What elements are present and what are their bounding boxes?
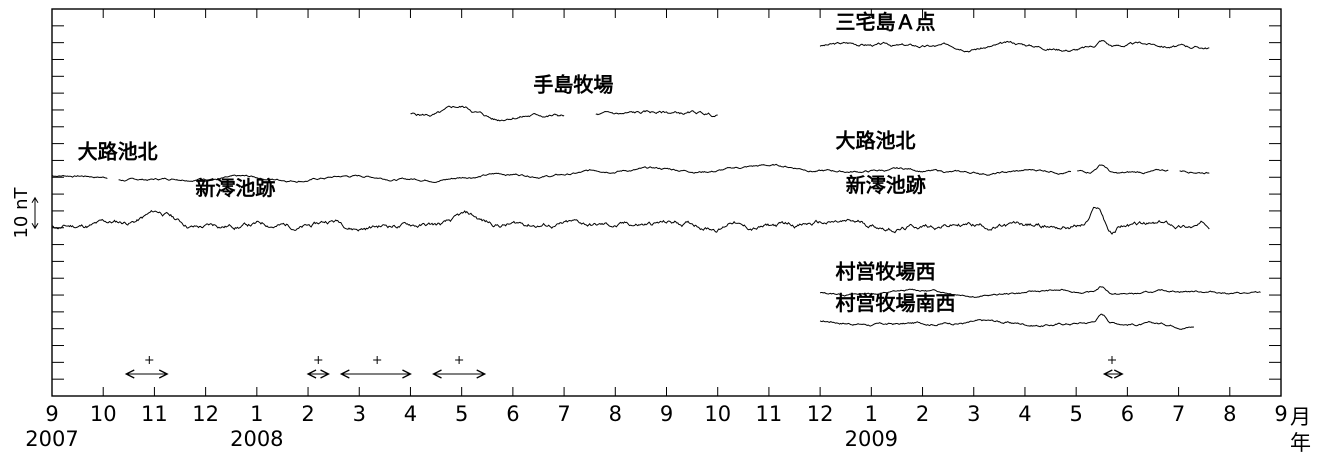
month-tick-label: 2 bbox=[916, 402, 929, 426]
series-line bbox=[819, 39, 1210, 53]
month-tick-label: 11 bbox=[756, 402, 783, 426]
month-tick-label: 1 bbox=[865, 402, 878, 426]
arrow-head-left bbox=[339, 369, 350, 379]
year-label: 2008 bbox=[230, 427, 283, 451]
arrow-head-right bbox=[320, 369, 330, 379]
series-line bbox=[819, 313, 1195, 330]
month-tick-label: 6 bbox=[1121, 402, 1134, 426]
year-label: 2007 bbox=[25, 427, 78, 451]
month-tick-label: 1 bbox=[250, 402, 263, 426]
site-label: 新澪池跡 bbox=[195, 176, 275, 200]
month-tick-label: 10 bbox=[704, 402, 731, 426]
month-tick-label: 2 bbox=[301, 402, 314, 426]
site-label: 村営牧場西 bbox=[835, 260, 935, 284]
month-tick-label: 3 bbox=[967, 402, 980, 426]
arrow-head-left bbox=[124, 369, 135, 379]
month-tick-label: 6 bbox=[506, 402, 519, 426]
month-tick-label: 4 bbox=[1018, 402, 1031, 426]
site-label: 新澪池跡 bbox=[846, 173, 926, 197]
series-lines bbox=[51, 39, 1261, 330]
arrow-head-right bbox=[1113, 369, 1124, 379]
scale-arrow-top bbox=[31, 196, 39, 204]
series-line bbox=[410, 105, 718, 122]
arrow-head-left bbox=[432, 369, 442, 379]
arrow-head-right bbox=[402, 369, 412, 379]
month-tick-label: 9 bbox=[45, 402, 58, 426]
site-label: 三宅島Ａ点 bbox=[835, 10, 935, 34]
arrow-head-left bbox=[306, 369, 317, 379]
month-tick-label: 9 bbox=[660, 402, 673, 426]
arrow-head-right bbox=[476, 369, 487, 379]
scale-label: 10 nT bbox=[11, 186, 32, 238]
site-label: 村営牧場南西 bbox=[835, 291, 955, 315]
month-tick-label: 3 bbox=[353, 402, 366, 426]
scale-arrow-bottom bbox=[31, 222, 39, 230]
axis-ticks bbox=[51, 9, 1282, 396]
site-label: 大路池北 bbox=[835, 129, 915, 153]
month-tick-label: 7 bbox=[557, 402, 570, 426]
y-scale-bar: 10 nT bbox=[11, 186, 39, 239]
series-line bbox=[51, 206, 1210, 235]
plot-frame bbox=[51, 8, 1282, 397]
month-tick-label: 8 bbox=[1223, 402, 1236, 426]
site-label: 手島牧場 bbox=[533, 72, 613, 96]
month-tick-label: 9 bbox=[1274, 402, 1287, 426]
arrow-head-left bbox=[1102, 369, 1113, 379]
interval-markers bbox=[124, 356, 1124, 379]
month-tick-label: 12 bbox=[807, 402, 834, 426]
month-tick-label: 10 bbox=[90, 402, 117, 426]
month-unit-label: 月 bbox=[1290, 405, 1311, 429]
month-tick-label: 11 bbox=[141, 402, 168, 426]
month-tick-label: 5 bbox=[1069, 402, 1082, 426]
series-line bbox=[51, 163, 1210, 184]
month-tick-label: 7 bbox=[1172, 402, 1185, 426]
site-label: 大路池北 bbox=[78, 139, 158, 163]
year-label: 2009 bbox=[845, 427, 898, 451]
month-tick-label: 12 bbox=[192, 402, 219, 426]
month-tick-label: 8 bbox=[609, 402, 622, 426]
series-line bbox=[819, 286, 1261, 299]
month-tick-label: 4 bbox=[404, 402, 417, 426]
arrow-head-right bbox=[158, 369, 169, 379]
year-unit-label: 年 bbox=[1290, 431, 1311, 454]
month-tick-label: 5 bbox=[455, 402, 468, 426]
